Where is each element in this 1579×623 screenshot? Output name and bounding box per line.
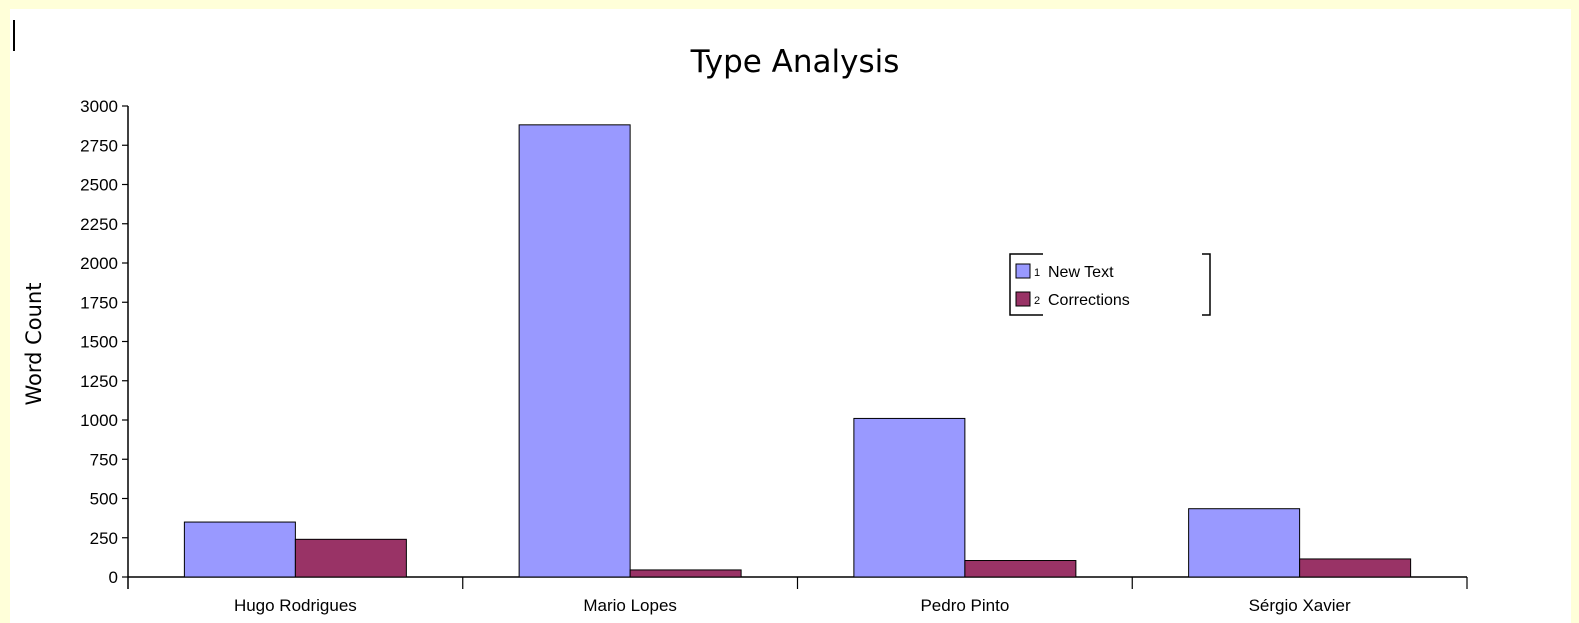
y-tick-label: 1500 xyxy=(80,333,118,352)
y-tick-label: 2750 xyxy=(80,136,118,155)
y-tick-label: 250 xyxy=(90,529,118,548)
chart-title: Type Analysis xyxy=(690,44,900,80)
bars xyxy=(183,124,1412,578)
y-axis-label: Word Count xyxy=(22,282,46,405)
y-tick-label: 3000 xyxy=(80,97,118,116)
y-tick-label: 500 xyxy=(90,490,118,509)
legend-bracket-right xyxy=(1202,253,1211,316)
y-tick-label: 0 xyxy=(109,568,118,587)
legend: 1 New Text 2 Corrections xyxy=(1009,253,1211,316)
x-tick-label: Pedro Pinto xyxy=(920,596,1009,615)
legend-swatch xyxy=(1015,263,1031,279)
bar xyxy=(629,569,742,578)
y-tick-label: 1250 xyxy=(80,372,118,391)
bar xyxy=(853,417,966,578)
y-tick-label: 2250 xyxy=(80,215,118,234)
legend-index: 1 xyxy=(1034,267,1040,279)
x-tick-label: Sérgio Xavier xyxy=(1249,596,1351,615)
legend-swatch xyxy=(1015,291,1031,307)
y-tick-label: 1000 xyxy=(80,411,118,430)
x-tick-label: Mario Lopes xyxy=(583,596,677,615)
y-tick-label: 2000 xyxy=(80,254,118,273)
bar xyxy=(183,521,296,578)
chart-frame xyxy=(10,9,1571,623)
y-tick-label: 2500 xyxy=(80,176,118,195)
bar xyxy=(1299,558,1412,578)
y-tick-label: 750 xyxy=(90,450,118,469)
bar xyxy=(1188,508,1301,578)
bar xyxy=(294,538,407,578)
text-cursor xyxy=(13,20,15,51)
x-tick-label: Hugo Rodrigues xyxy=(234,596,357,615)
bar xyxy=(518,124,631,578)
legend-bracket-left xyxy=(1009,253,1043,316)
legend-label: Corrections xyxy=(1048,292,1130,309)
legend-label: New Text xyxy=(1048,264,1114,281)
bar xyxy=(964,560,1077,578)
y-tick-label: 1750 xyxy=(80,293,118,312)
legend-index: 2 xyxy=(1034,295,1040,307)
